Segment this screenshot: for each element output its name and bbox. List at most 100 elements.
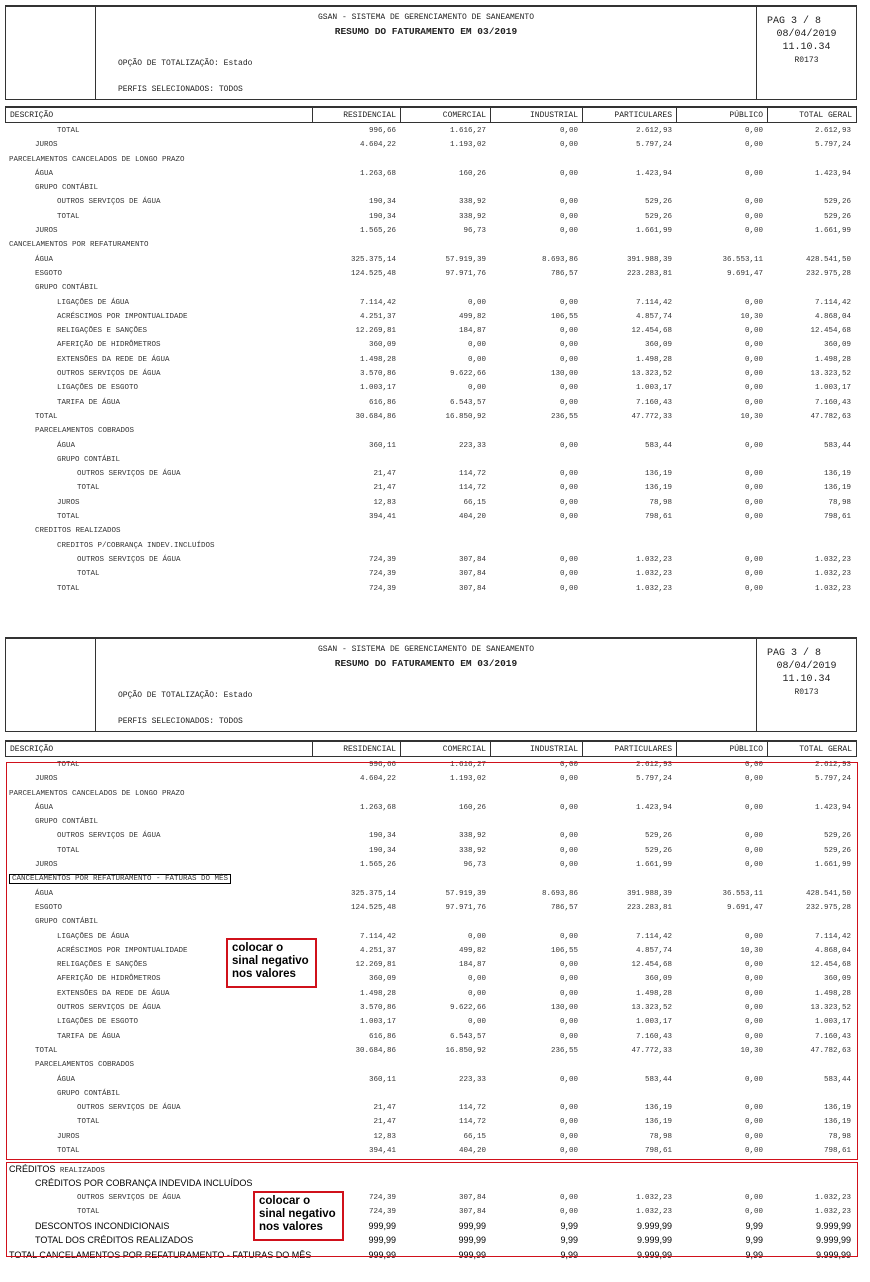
row-label: AFERIÇÃO DE HIDRÔMETROS [57, 341, 161, 350]
row-label: OUTROS SERVIÇOS DE ÁGUA [77, 1193, 181, 1202]
report-header: GSAN - SISTEMA DE GERENCIAMENTO DE SANEA… [5, 5, 857, 100]
row-value-particulares [582, 281, 676, 295]
row-label: OUTROS SERVIÇOS DE ÁGUA [77, 470, 181, 479]
row-value-industrial [490, 181, 582, 195]
row-value-público: 0,00 [744, 513, 763, 522]
row-value-particulares: 1.661,99 [635, 227, 672, 236]
row-value-industrial: 786,57 [550, 903, 578, 912]
row-value-público: 0,00 [744, 1207, 763, 1216]
row-value-público: 0,00 [744, 141, 763, 150]
row-value-particulares: 136,19 [644, 484, 672, 493]
row-label-suffix: REALIZADOS [55, 1167, 105, 1175]
table-row: TOTAL 394,41 404,20 0,00 798,61 0,00 798,61 [5, 1144, 857, 1158]
table-row: GRUPO CONTÁBIL [5, 915, 857, 929]
row-description: TOTAL [5, 210, 312, 224]
row-label: LIGAÇÕES DE ÁGUA [57, 932, 130, 941]
row-label: TOTAL [57, 846, 80, 855]
row-value-particulares: 1.661,99 [635, 861, 672, 870]
row-value-particulares: 13.323,52 [631, 1004, 672, 1013]
row-value-total geral: 13.323,52 [810, 1004, 851, 1013]
row-label: AFERIÇÃO DE HIDRÔMETROS [57, 975, 161, 984]
row-value-total geral [767, 539, 855, 553]
row-label: ÁGUA [35, 255, 54, 264]
row-value-total geral: 12.454,68 [810, 327, 851, 336]
row-value-residencial: 999,99 [368, 1221, 396, 1232]
row-value-particulares: 4.857,74 [635, 312, 672, 321]
row-label: PARCELAMENTOS COBRADOS [35, 427, 135, 436]
row-value-comercial: 184,87 [458, 961, 486, 970]
row-value-público: 0,00 [744, 570, 763, 579]
row-value-industrial: 0,00 [559, 989, 578, 998]
row-value-comercial: 114,72 [458, 470, 486, 479]
row-label: JUROS [35, 141, 58, 150]
row-value-comercial: 499,82 [458, 946, 486, 955]
row-value-particulares: 9.999,99 [636, 1249, 672, 1260]
row-description: JUROS [5, 496, 312, 510]
row-label: LIGAÇÕES DE ESGOTO [57, 384, 139, 393]
row-value-particulares: 2.612,93 [635, 761, 672, 769]
table-row: ESGOTO 124.525,48 97.971,76 786,57 223.283,8… [5, 267, 857, 281]
row-value-total geral: 13.323,52 [810, 370, 851, 379]
row-description: OUTROS SERVIÇOS DE ÁGUA [5, 195, 312, 209]
row-value-comercial [400, 524, 490, 538]
row-value-total geral: 2.612,93 [814, 761, 851, 769]
row-description: TOTAL [5, 1115, 312, 1129]
row-value-comercial: 97.971,76 [445, 903, 486, 912]
row-value-público: 0,00 [744, 384, 763, 393]
column-header-6: TOTAL GERAL [799, 111, 852, 120]
table-row: JUROS 12,83 66,15 0,00 78,98 0,00 78,98 [5, 1130, 857, 1144]
row-label: TOTAL [35, 1046, 58, 1055]
row-description: RELIGAÇÕES E SANÇÕES [5, 324, 312, 338]
row-value-total geral: 232.975,28 [805, 269, 851, 278]
option-value: Estado [223, 691, 253, 700]
row-value-residencial [312, 238, 400, 252]
row-description: TOTAL [5, 582, 312, 596]
row-description: OUTROS SERVIÇOS DE ÁGUA [5, 467, 312, 481]
page-number: PAG 3 / 8 [767, 648, 822, 659]
report-time: 11.10.34 [782, 42, 831, 53]
row-description: TOTAL [5, 758, 312, 772]
row-value-comercial: 499,82 [458, 312, 486, 321]
row-value-residencial: 190,34 [368, 198, 396, 207]
row-value-comercial: 97.971,76 [445, 269, 486, 278]
row-value-comercial: 307,84 [458, 584, 486, 593]
row-value-industrial: 106,55 [550, 312, 578, 321]
selected-profiles: PERFIS SELECIONADOS: TODOS [118, 717, 243, 726]
row-value-residencial [312, 453, 400, 467]
table-row: ÁGUA 325.375,14 57.919,39 8.693,86 391.988,3… [5, 253, 857, 267]
row-value-total geral: 798,61 [823, 513, 851, 522]
row-label: GRUPO CONTÁBIL [35, 284, 99, 293]
selected-profiles: PERFIS SELECIONADOS: TODOS [118, 85, 243, 94]
row-description: TOTAL [5, 1205, 312, 1219]
row-value-público: 0,00 [744, 555, 763, 564]
credits-table-body: CRÉDITOS REALIZADOS CRÉDITOS POR COBRANÇA… [5, 1162, 857, 1262]
row-description: ÁGUA [5, 439, 312, 453]
row-label: TOTAL CANCELAMENTOS POR REFATURAMENTO - … [9, 1249, 312, 1260]
row-value-comercial: 0,00 [467, 298, 486, 307]
table-row: TOTAL CANCELAMENTOS POR REFATURAMENTO - … [5, 1248, 857, 1262]
row-value-industrial: 9,99 [560, 1221, 578, 1232]
table-row: ACRÉSCIMOS POR IMPONTUALIDADE 4.251,37 499… [5, 310, 857, 324]
row-value-residencial: 325.375,14 [350, 889, 396, 898]
row-value-comercial [400, 281, 490, 295]
table-row: PARCELAMENTOS CANCELADOS DE LONGO PRAZO [5, 153, 857, 167]
row-value-comercial: 0,00 [467, 1018, 486, 1027]
row-value-público: 0,00 [744, 1104, 763, 1113]
row-value-particulares [582, 539, 676, 553]
row-label: CRÉDITOS [9, 1164, 56, 1174]
row-description: OUTROS SERVIÇOS DE ÁGUA [5, 829, 312, 843]
row-value-público: 0,00 [744, 761, 763, 769]
row-label: GRUPO CONTÁBIL [57, 1089, 121, 1098]
row-value-total geral: 1.498,28 [814, 989, 851, 998]
row-value-particulares: 223.283,81 [626, 903, 672, 912]
row-label: ESGOTO [35, 269, 63, 278]
row-value-residencial: 724,39 [368, 1193, 396, 1202]
row-description: TOTAL [5, 1044, 312, 1058]
row-value-industrial: 0,00 [559, 1032, 578, 1041]
table-row: TOTAL 724,39 307,84 0,00 1.032,23 0,00 1.032,2… [5, 567, 857, 581]
row-value-particulares: 2.612,93 [635, 127, 672, 135]
row-value-particulares: 78,98 [649, 1132, 672, 1141]
row-description: ÁGUA [5, 887, 312, 901]
row-value-residencial: 724,39 [368, 555, 396, 564]
row-value-total geral: 1.032,23 [814, 1207, 851, 1216]
